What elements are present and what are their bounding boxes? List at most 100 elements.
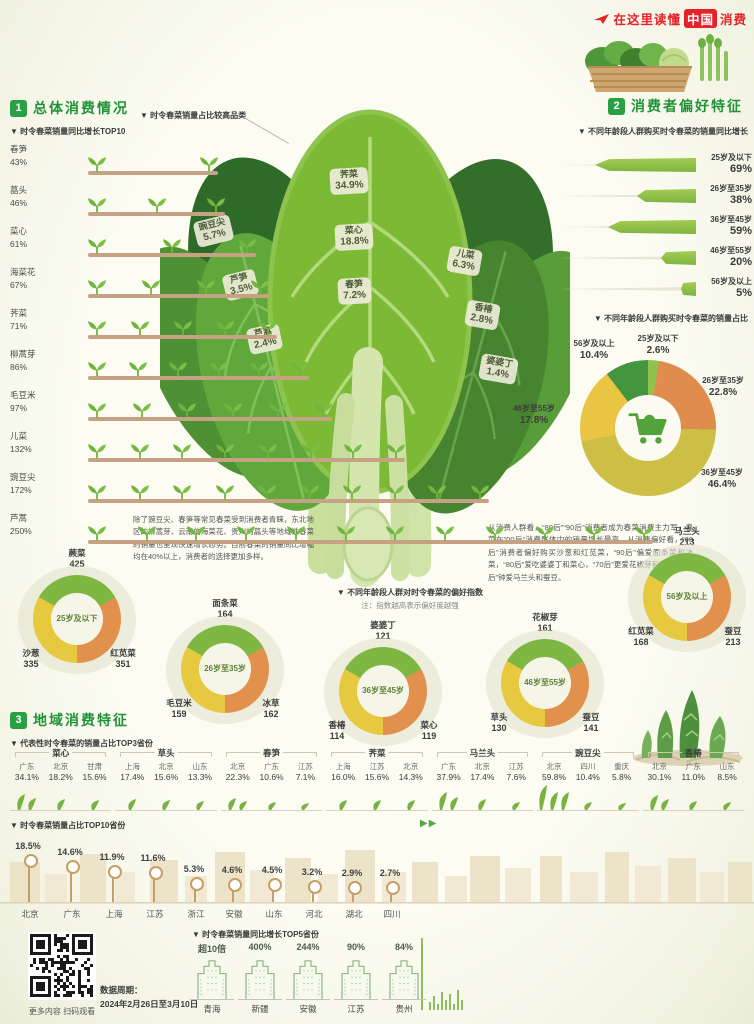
blade-cell <box>221 784 255 810</box>
preference-top-label: 婆婆丁 121 <box>308 620 458 643</box>
top10-value: 11.6% <box>140 853 166 863</box>
donut-slice-label: 56岁及以上 10.4% <box>564 339 624 362</box>
sprout-icon <box>585 526 603 541</box>
donut-slice-label: 46岁至55岁 17.8% <box>500 404 568 427</box>
sprout-icon <box>131 321 149 336</box>
preference-index-value: 213 <box>725 637 741 648</box>
preference-caption: ▼ 不同年龄段人群对时令春菜的偏好指数 <box>336 588 484 597</box>
sprout-icon <box>88 444 106 459</box>
group-veg-name: 马兰头 <box>469 748 496 758</box>
preference-veg-name: 香椿 <box>328 720 346 730</box>
top5-growth-value: 超10倍 <box>197 944 226 954</box>
growth-row: 菜心 61% <box>10 222 710 260</box>
slice-age-label: 36岁至45岁 <box>701 468 743 477</box>
age-growth-track-line <box>560 194 696 198</box>
province-group: 香椿 北京 30.1% 广东 11.0% 山东 8.5% <box>641 749 746 811</box>
growth-bar <box>88 357 309 380</box>
preference-donut: 马兰头 213 56岁及以上 红苋菜 168 蚕豆 213 <box>612 526 754 652</box>
blade-cell <box>44 784 78 810</box>
sprout-icon <box>178 403 196 418</box>
group-columns: 上海 16.0% 江苏 15.6% 北京 14.3% <box>326 762 427 784</box>
growth-bar-line <box>88 376 309 380</box>
top10-province: 河北 <box>305 909 323 919</box>
preference-index-value: 351 <box>115 659 131 670</box>
bracket-line <box>331 752 366 757</box>
preference-left-label: 香椿 114 <box>304 720 370 743</box>
sprout-icon <box>173 485 191 500</box>
vegetable-name: 儿菜 <box>10 431 28 441</box>
preference-index-value: 161 <box>537 623 553 634</box>
growth-bar-line <box>88 458 405 462</box>
age-growth-value: 20% <box>729 256 752 269</box>
province-column: 上海 17.4% <box>115 762 149 784</box>
top5-growth-value: 400% <box>248 942 272 952</box>
top10-value: 4.6% <box>221 865 243 875</box>
brand-tagline: 在这里读懂 中国 消费 <box>594 9 747 28</box>
preference-note: 注：指数越高表示偏好度越强 <box>361 601 459 610</box>
sprout-icon <box>173 444 191 459</box>
sprout-icon <box>486 526 504 541</box>
bracket-line <box>225 752 261 757</box>
blade-cell <box>605 784 639 810</box>
paragraph-left: 除了豌豆尖、春笋等常见春菜受到消费者青睐，东北地区的柳蒿芽、云南的海菜花、贵州的… <box>133 515 314 562</box>
slice-age-label: 56岁及以上 <box>573 339 615 348</box>
province-share-value: 8.5% <box>717 772 737 782</box>
vegetable-name: 芦蒿 <box>10 513 28 523</box>
preference-veg-name: 婆婆丁 <box>370 620 396 630</box>
sprout-icon <box>259 444 277 459</box>
building-icon <box>238 955 282 1000</box>
sprout-icon <box>536 526 554 541</box>
age-group-label: 25岁及以下 <box>711 153 752 163</box>
province-column: 江苏 7.6% <box>499 762 533 784</box>
sprout-icon <box>216 321 234 336</box>
vegetable-name: 菜心 <box>10 226 28 236</box>
building-icon <box>334 955 378 1000</box>
province-column: 北京 22.3% <box>221 762 255 784</box>
growth-row: 蕌头 46% <box>10 181 710 219</box>
preference-index-value: 162 <box>263 709 279 720</box>
lollipop-stem <box>70 866 72 902</box>
blade-cell <box>710 784 744 810</box>
growth-row: 儿菜 132% <box>10 427 710 465</box>
sprout-icon <box>471 485 489 500</box>
slice-value: 46.4% <box>707 479 737 491</box>
preference-veg-name: 蚕豆 <box>724 626 742 636</box>
growth-value: 71% <box>10 321 28 332</box>
paragraph-right: 从消费人群看，“80后”“90后”消费者成为春菜消费主力军，春菜在“00后”消费… <box>488 523 693 582</box>
bracket-line <box>177 752 212 757</box>
slice-age-label: 26岁至35岁 <box>702 376 744 385</box>
growth-row-label: 海菜花 67% <box>10 266 74 292</box>
province-column: 上海 16.0% <box>326 762 360 784</box>
slice-age-label: 25岁及以下 <box>637 334 679 343</box>
sprout-icon <box>216 444 234 459</box>
age-growth-row: 36岁至45岁 59% <box>560 212 752 242</box>
growth-row: 海菜花 67% <box>10 263 710 301</box>
sprout-icon <box>88 321 106 336</box>
province-column: 广东 34.1% <box>10 762 44 784</box>
sprout-icon <box>88 362 106 377</box>
province-name: 甘肃 <box>87 761 103 771</box>
sprout-icon <box>131 444 149 459</box>
top10-province: 江苏 <box>146 909 164 919</box>
sprout-icon <box>287 526 305 541</box>
group-columns: 北京 30.1% 广东 11.0% 山东 8.5% <box>643 762 744 784</box>
sprout-icon <box>314 403 332 418</box>
preference-veg-name: 毛豆米 <box>166 698 192 708</box>
building-icon <box>382 955 426 1000</box>
age-growth-value: 69% <box>729 163 752 176</box>
group-header: 春笋 <box>221 749 322 758</box>
preference-donut-center: 56岁及以上 <box>661 570 713 623</box>
lollipop-stem <box>194 883 196 902</box>
slice-age-label: 46岁至55岁 <box>513 404 555 413</box>
age-growth-bar <box>661 251 696 265</box>
top10-province: 上海 <box>105 909 123 919</box>
lollipop-dot <box>190 877 204 891</box>
lollipop-dot <box>386 881 400 895</box>
sprout-icon <box>88 198 106 213</box>
province-column: 北京 30.1% <box>643 762 677 784</box>
age-group-label: 46岁至55岁 <box>710 246 752 256</box>
top3-province-groups: 菜心 广东 34.1% 北京 18.2% 甘肃 15.6% 草头 上海 17.4% 北京 15.6% 山… <box>8 748 746 811</box>
growth-value: 67% <box>10 280 28 291</box>
preference-index-value: 141 <box>583 723 599 734</box>
top10-value: 4.5% <box>261 865 283 875</box>
